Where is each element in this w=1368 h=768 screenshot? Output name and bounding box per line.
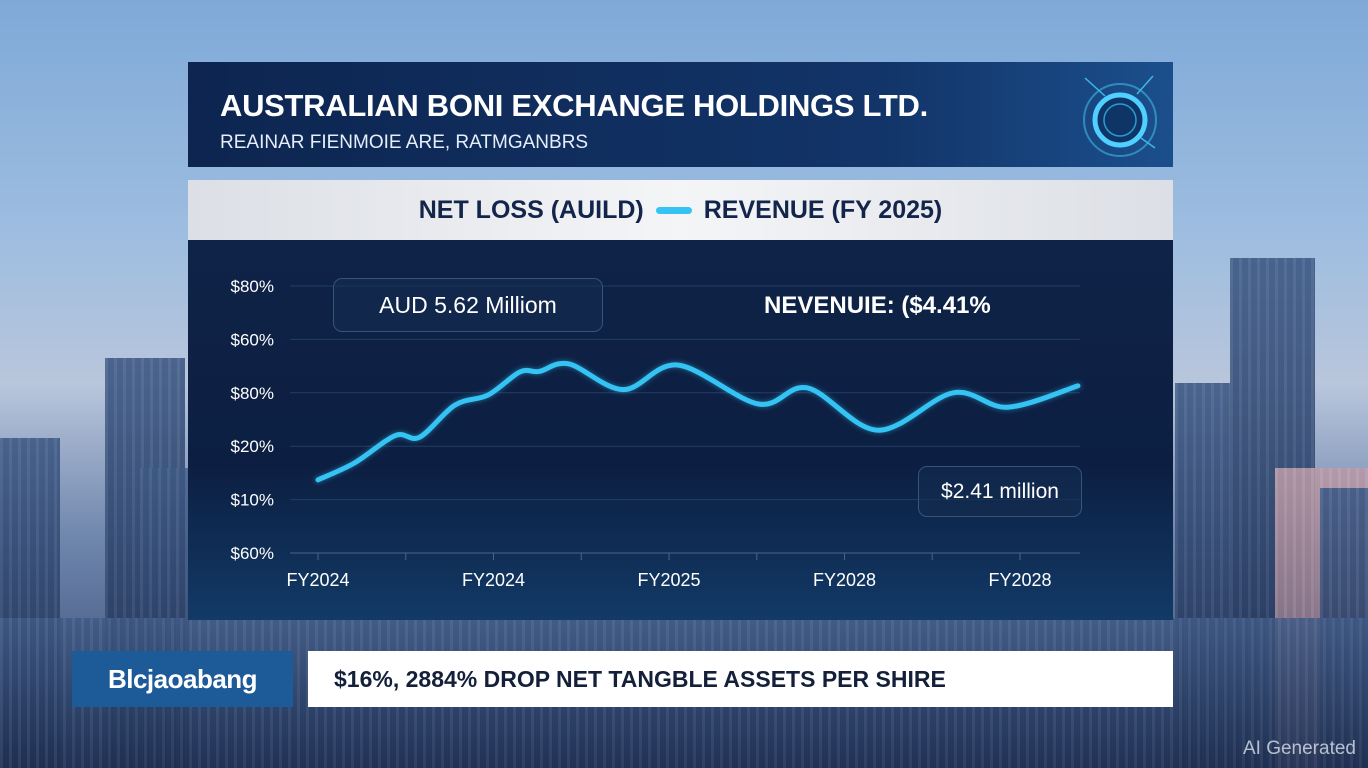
y-tick-label: $10% bbox=[231, 491, 274, 510]
legend-line-swatch bbox=[655, 206, 692, 214]
chart-panel: $60% $10% $20% $80% $60% $80% FY2024 FY2024 FY20… bbox=[188, 240, 1173, 620]
company-subtitle: REAINAR FIENMOIE ARE, RATMGANBRS bbox=[220, 132, 589, 153]
legend-revenue: REVENUE (FY 2025) bbox=[703, 195, 943, 224]
revenue-label: NEVENUIE: ($4.41% bbox=[764, 292, 991, 319]
y-tick-label: $60% bbox=[231, 544, 274, 563]
revenue-line-glow bbox=[314, 359, 1082, 484]
line-chart: $60% $10% $20% $80% $60% $80% FY2024 FY2024 FY20… bbox=[231, 277, 1082, 590]
y-tick-label: $60% bbox=[231, 330, 274, 349]
x-tick-label: FY2025 bbox=[637, 570, 700, 590]
y-tick-label: $20% bbox=[231, 437, 274, 456]
y-tick-label: $80% bbox=[231, 277, 274, 296]
x-tick-label: FY2028 bbox=[813, 570, 876, 590]
chart-legend: NET LOSS (AUILD) REVENUE (FY 2025) bbox=[188, 180, 1173, 240]
ai-generated-watermark: AI Generated bbox=[1242, 738, 1356, 759]
x-tick-label: FY2024 bbox=[286, 570, 349, 590]
revenue-line bbox=[315, 360, 1081, 483]
x-tick-label: FY2028 bbox=[988, 570, 1051, 590]
header-banner: AUSTRALIAN BONI EXCHANGE HOLDINGS LTD. R… bbox=[188, 62, 1173, 167]
net-loss-callout-text: AUD 5.62 Milliom bbox=[379, 291, 557, 318]
revenue-value-text: $2.41 million bbox=[941, 479, 1059, 503]
y-tick-label: $80% bbox=[231, 384, 274, 403]
headline-ticker: $16%, 2884% DROP NET TANGBLE ASSETS PER … bbox=[308, 651, 1173, 707]
company-title: AUSTRALIAN BONI EXCHANGE HOLDINGS LTD. bbox=[220, 88, 928, 123]
legend-net-loss: NET LOSS (AUILD) bbox=[418, 195, 644, 224]
tech-circle-emblem-icon bbox=[1083, 75, 1157, 157]
revenue-value-callout: $2.41 million bbox=[918, 466, 1082, 517]
x-tick-label: FY2024 bbox=[462, 570, 525, 590]
net-loss-callout: AUD 5.62 Milliom bbox=[333, 278, 603, 332]
news-logo: Blcjaoabang bbox=[72, 651, 293, 707]
headline-text: $16%, 2884% DROP NET TANGBLE ASSETS PER … bbox=[334, 665, 946, 692]
